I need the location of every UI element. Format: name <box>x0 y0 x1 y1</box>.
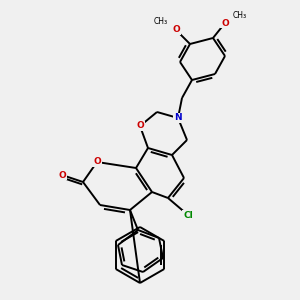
Text: Cl: Cl <box>183 211 193 220</box>
Text: O: O <box>172 26 180 34</box>
Text: O: O <box>136 122 144 130</box>
Text: O: O <box>221 19 229 28</box>
Text: O: O <box>58 170 66 179</box>
Text: O: O <box>93 158 101 166</box>
Text: N: N <box>174 113 182 122</box>
Text: CH₃: CH₃ <box>154 17 168 26</box>
Text: CH₃: CH₃ <box>233 11 247 20</box>
